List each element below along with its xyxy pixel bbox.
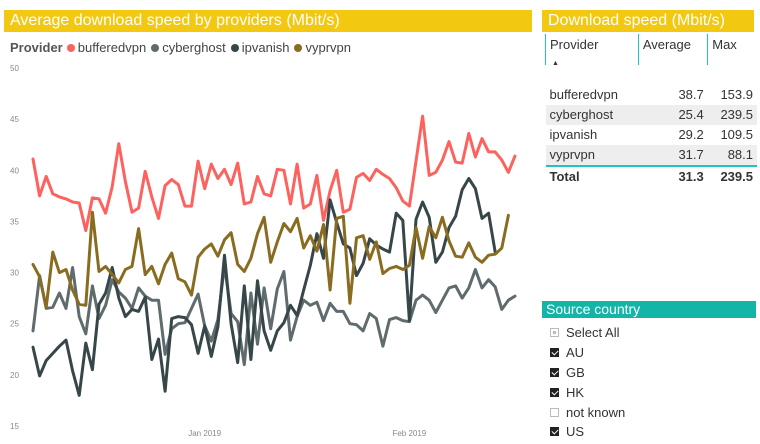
column-header-label: Provider [550, 37, 599, 52]
series-line-bufferedvpn[interactable] [31, 114, 517, 233]
slicer-item-au[interactable]: AU [550, 343, 625, 363]
legend-label: ipvanish [241, 40, 290, 55]
slicer-item-label: AU [566, 345, 585, 361]
slicer-item-gb[interactable]: GB [550, 363, 625, 383]
series-line-ipvanish[interactable] [31, 177, 497, 397]
y-tick-label: 35 [10, 217, 19, 226]
checkbox-icon[interactable] [550, 407, 559, 417]
table-row[interactable]: ipvanish 29.2 109.5 [546, 125, 758, 145]
slicer-item-select-all[interactable]: Select All [550, 323, 625, 343]
cell-max: 153.9 [720, 87, 753, 102]
cell-average: 29.2 [678, 127, 704, 142]
slicer-item-label: GB [566, 364, 585, 380]
slicer-item-label: not known [566, 404, 626, 420]
table-header-row: Provider ▲ Average Max [545, 34, 758, 67]
slicer-item-label: US [566, 424, 585, 440]
cell-provider: ipvanish [549, 127, 598, 142]
x-tick-label: Jan 2019 [188, 429, 221, 438]
legend-dot-icon [66, 43, 75, 52]
table-row[interactable]: bufferedvpn 38.7 153.9 [546, 85, 758, 105]
speed-table: Provider ▲ Average Max bufferedvpn 38.7 … [545, 34, 757, 187]
cell-total-average: 31.3 [638, 165, 708, 187]
cell-provider: vyprvpn [545, 145, 639, 166]
checkbox-icon[interactable] [550, 387, 559, 397]
column-header-average[interactable]: Average [638, 34, 709, 65]
sort-ascending-icon: ▲ [552, 60, 559, 67]
cell-total-label: Total [545, 165, 639, 187]
slicer-item-us[interactable]: US [550, 422, 625, 442]
legend-label: cyberghost [162, 40, 226, 55]
slicer-item-not-known[interactable]: not known [550, 402, 625, 422]
cell-max: 88.1 [707, 145, 757, 166]
slicer-item-label: Select All [566, 325, 620, 341]
column-header-max[interactable]: Max [712, 37, 737, 52]
checkbox-icon[interactable] [550, 427, 559, 437]
cell-max: 109.5 [720, 127, 753, 142]
y-axis: 15 20 25 30 35 40 45 50 [10, 64, 19, 431]
legend-label: bufferedvpn [77, 40, 147, 55]
series-line-vyprvpn[interactable] [31, 210, 510, 309]
y-tick-label: 30 [10, 269, 19, 278]
legend-item-ipvanish[interactable]: ipvanish [230, 40, 290, 55]
legend-item-cyberghost[interactable]: cyberghost [151, 40, 226, 55]
cell-provider: bufferedvpn [549, 87, 618, 102]
y-tick-label: 40 [10, 166, 19, 175]
x-axis: Jan 2019 Feb 2019 [188, 429, 427, 438]
legend-dot-icon [151, 43, 160, 52]
y-tick-label: 25 [10, 320, 19, 329]
series-lines [31, 114, 517, 397]
legend-title: Provider [10, 40, 63, 55]
legend-item-vyprvpn[interactable]: vyprvpn [294, 40, 351, 55]
y-tick-label: 50 [10, 64, 19, 73]
legend-item-bufferedvpn[interactable]: bufferedvpn [66, 40, 147, 55]
column-header-provider[interactable]: Provider ▲ [545, 34, 639, 67]
table-row[interactable]: cyberghost 25.4 239.5 [545, 105, 757, 125]
slicer-item-label: HK [566, 384, 585, 400]
slicer-item-hk[interactable]: HK [550, 382, 625, 402]
line-chart: 15 20 25 30 35 40 45 50 Jan 2019 Feb 2019 [10, 64, 517, 438]
y-tick-label: 20 [10, 371, 19, 380]
table-title: Download speed (Mbit/s) [542, 10, 754, 32]
checkbox-icon[interactable] [550, 348, 559, 358]
table-row[interactable]: vyprvpn 31.7 88.1 [545, 145, 757, 166]
x-tick-label: Feb 2019 [392, 429, 426, 438]
chart-legend: Provider bufferedvpn cyberghost ipvanish… [10, 40, 356, 55]
cell-provider: cyberghost [545, 105, 639, 125]
cell-total-max: 239.5 [707, 165, 757, 187]
table-total-row: Total 31.3 239.5 [545, 165, 757, 187]
country-slicer: Select All AU GB HK not known US [550, 323, 625, 442]
slicer-title: Source country [542, 301, 756, 318]
checkbox-icon[interactable] [550, 367, 559, 377]
cell-average: 25.4 [638, 105, 708, 125]
legend-label: vyprvpn [305, 40, 352, 55]
legend-dot-icon [294, 43, 303, 52]
cell-average: 38.7 [678, 87, 704, 102]
checkbox-icon[interactable] [550, 328, 559, 338]
y-tick-label: 45 [10, 115, 19, 124]
y-tick-label: 15 [10, 422, 19, 431]
chart-title: Average download speed by providers (Mbi… [4, 10, 532, 32]
series-line-cyberghost[interactable] [31, 263, 517, 367]
legend-dot-icon [230, 43, 239, 52]
cell-max: 239.5 [707, 105, 757, 125]
cell-average: 31.7 [638, 145, 708, 166]
